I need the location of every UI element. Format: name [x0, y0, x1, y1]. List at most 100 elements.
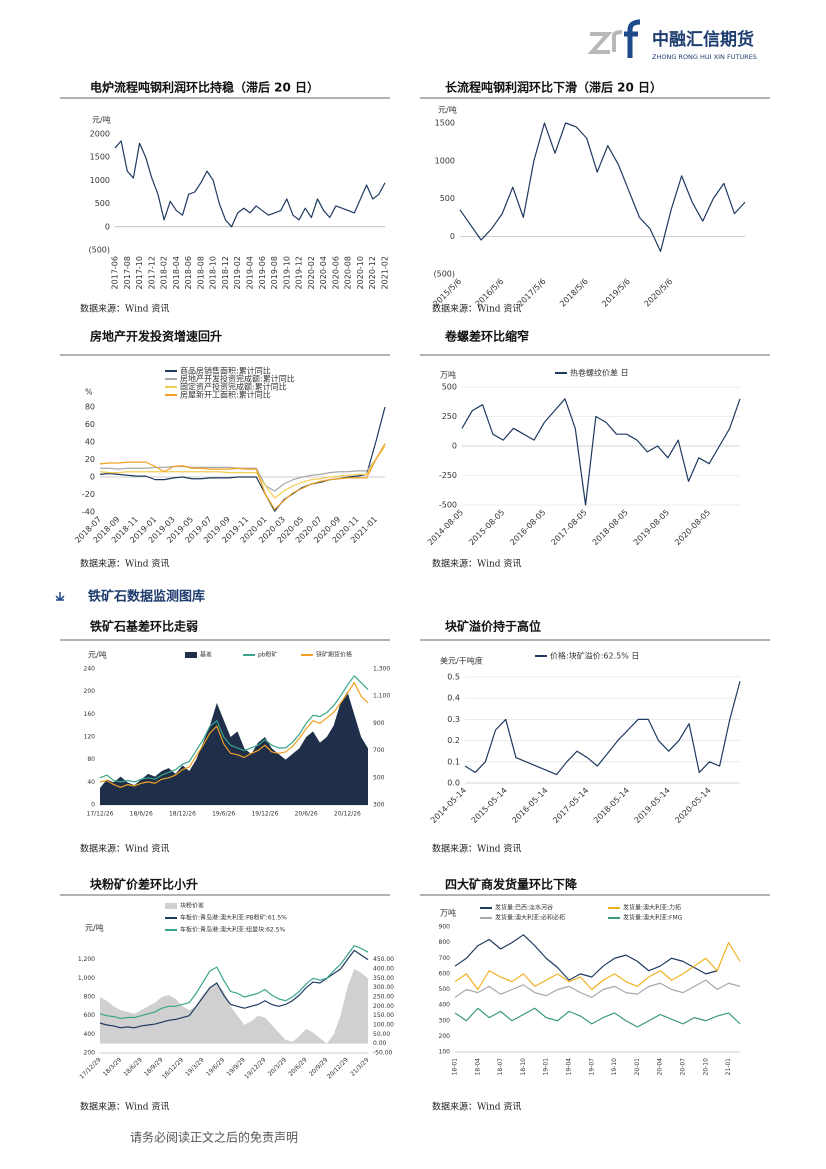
y-tick-label: -250 [439, 471, 457, 480]
x-tick-label: 2017-08 [123, 256, 132, 289]
legend-label: 块粉价差 [180, 902, 204, 910]
chart-title: 块粉矿价差环比小升 [90, 877, 198, 892]
x-tick-label: 19-10 [611, 1058, 618, 1076]
x-tick-label: 20-04 [657, 1058, 664, 1076]
x-tick-label: 2017-10 [135, 256, 144, 289]
y-unit: 元/吨 [88, 650, 107, 660]
chart-source: 数据来源：Wind 资讯 [432, 1101, 521, 1113]
y-tick-label: 0.5 [447, 673, 460, 682]
x-tick-label: 20-01 [634, 1058, 641, 1076]
legend-label: 发货量:澳大利亚:必和必拓 [495, 914, 565, 922]
y-tick-label: 400 [84, 1031, 96, 1038]
logo-subtext: ZHONG RONG HUI XIN FUTURES [652, 53, 757, 61]
x-tick-label: 2019-06 [258, 256, 267, 289]
x-tick-label: 2018-02 [160, 256, 169, 289]
y-tick-label: 300 [439, 1017, 451, 1024]
y-tick-label: 200 [439, 1033, 451, 1040]
chart-title: 电炉流程吨钢利润环比持稳（滞后 20 日） [90, 80, 319, 95]
series-area [100, 691, 368, 805]
x-tick-label: 2019-02 [233, 256, 242, 289]
chart-title: 四大矿商发货量环比下降 [445, 877, 578, 892]
x-tick-label: 17/12/26 [87, 811, 114, 818]
y-tick-label: 200 [84, 688, 96, 695]
chart-title: 卷螺差环比缩窄 [444, 329, 529, 344]
y-tick-label: 100 [439, 1049, 451, 1056]
legend-label: 基差 [200, 651, 212, 659]
y-tick-label: 0.1 [447, 757, 460, 766]
logo-mark [587, 19, 641, 58]
y-tick-label: 0 [91, 802, 95, 809]
y-tick-label: 240 [84, 666, 96, 673]
x-tick-label: 18/12/26 [169, 811, 196, 818]
x-tick-label: 2020-10 [356, 256, 365, 289]
legend-label: 发货量:澳大利亚:FMG [623, 914, 683, 922]
y-tick-label: 400 [439, 1002, 451, 1009]
legend-swatch [185, 652, 197, 658]
legend-label: pb粉矿 [258, 651, 278, 659]
chart-title: 长流程吨钢利润环比下滑（滞后 20 日） [445, 80, 662, 95]
x-tick-label: 2018-10 [209, 256, 218, 289]
y-tick-label: 1000 [435, 156, 455, 165]
y-tick-label: 1,100 [373, 693, 390, 700]
y-tick-label: 120 [84, 734, 96, 741]
x-tick-label: 2017-12 [147, 256, 156, 289]
x-tick-label: 18-07 [497, 1058, 504, 1076]
logo-z [587, 32, 613, 54]
y-tick-label: 0.0 [447, 779, 460, 788]
chart-source: 数据来源：Wind 资讯 [80, 843, 169, 855]
y-tick-label: 200.00 [373, 1003, 394, 1010]
x-tick-label: 2019-12 [295, 256, 304, 289]
y-unit: 万吨 [440, 370, 456, 380]
series-line [99, 682, 369, 788]
y-tick-label: -20 [82, 490, 95, 499]
series-line [464, 681, 741, 776]
y-unit: % [85, 388, 93, 397]
y-tick-label: 1,200 [78, 956, 95, 963]
y-tick-label: -50.00 [373, 1050, 393, 1057]
y-tick-label: 0.3 [447, 715, 460, 724]
x-tick-label: 2020-06 [331, 256, 340, 289]
legend-label: 房地产开发投资完成额:累计同比 [180, 374, 295, 384]
x-tick-label: 20-07 [680, 1058, 687, 1076]
y-tick-label: 500 [373, 774, 385, 781]
y-tick-label: 500 [442, 383, 457, 392]
legend-label: 车板价:青岛港:澳大利亚:PB粉矿:61.5% [180, 914, 287, 922]
y-tick-label: 1500 [435, 119, 455, 128]
y-tick-label: 700 [373, 747, 385, 754]
y-tick-label: 500 [95, 199, 110, 208]
chart-title: 铁矿石基差环比走弱 [90, 619, 198, 634]
y-unit: 美元/干吨度 [440, 656, 483, 666]
logo-f [624, 19, 641, 58]
chart-source: 数据来源：Wind 资讯 [432, 558, 521, 570]
x-tick-label: 18-01 [452, 1058, 459, 1076]
series-line [99, 945, 369, 1020]
chart-source: 数据来源：Wind 资讯 [432, 843, 521, 855]
footer: 请务必阅读正文之后的免责声明 [130, 1130, 298, 1145]
legend-label: 铁矿期货价格 [316, 651, 352, 659]
section-icon [55, 592, 65, 602]
y-tick-label: 80 [85, 403, 95, 412]
y-tick-label: 1500 [90, 153, 110, 162]
legend-label: 发货量:澳大利亚:力拓 [623, 904, 681, 912]
y-tick-label: 40 [87, 779, 95, 786]
y-tick-label: 1,000 [78, 975, 95, 982]
x-tick-label: 2020-02 [307, 256, 316, 289]
y-unit: 万吨 [440, 908, 456, 918]
series-line [99, 949, 369, 1029]
x-tick-label: 20/6/26 [295, 811, 318, 818]
y-tick-label: 600 [84, 1012, 96, 1019]
x-tick-label: 20/12/26 [334, 811, 361, 818]
legend-label: 发货量:巴西:淡水河谷 [495, 904, 553, 912]
x-tick-label: 2017-06 [111, 256, 120, 289]
series-line [454, 934, 718, 981]
series-area [100, 969, 368, 1044]
y-tick-label: 160 [84, 711, 96, 718]
logo-text: 中融汇信期货 [652, 29, 754, 50]
series-line [461, 398, 741, 506]
chart-source: 数据来源：Wind 资讯 [80, 558, 169, 570]
x-tick-label: 2018-08 [196, 256, 205, 289]
y-tick-label: 0.2 [447, 736, 460, 745]
series-line [99, 675, 369, 783]
